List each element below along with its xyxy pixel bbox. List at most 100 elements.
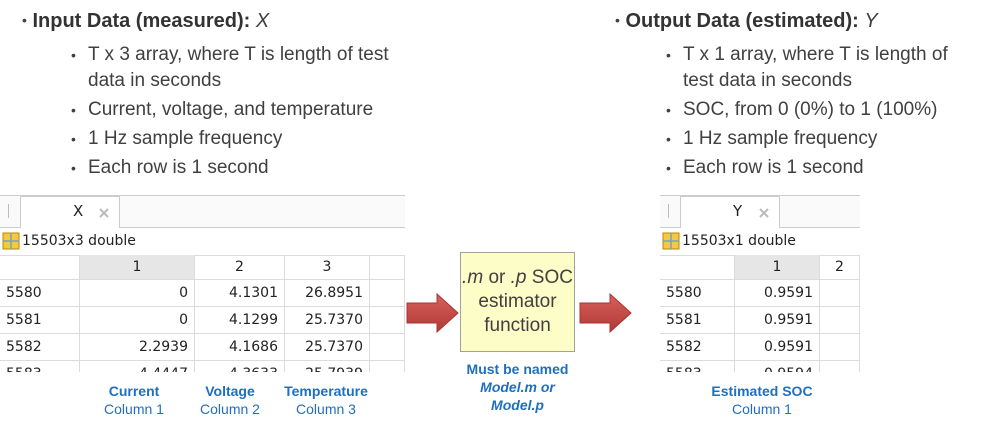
array-summary: 15503x1 double [682, 233, 796, 249]
cell [820, 280, 860, 307]
variable: Y [864, 10, 878, 32]
column-header: 3 [285, 255, 370, 280]
cell-value: 0 [80, 307, 195, 334]
note-line: Model.p [491, 397, 544, 413]
note-line: Must be named [466, 361, 569, 377]
tab-label: Y [733, 202, 743, 220]
cell-value: 0.9591 [735, 280, 820, 307]
caption-column: Column 1 [732, 401, 792, 417]
heading-text: Input Data (measured): [32, 10, 251, 32]
extension: .p [510, 267, 527, 288]
grip [8, 204, 9, 218]
bullet-text: SOC, from 0 (0%) to 1 (100%) [683, 99, 938, 120]
cell-value: 4.1686 [195, 334, 285, 361]
heading-text: Output Data (estimated): [625, 10, 859, 32]
note-line: Model.m or [480, 379, 555, 395]
bullet-text: Each row is 1 second [683, 157, 864, 178]
bullet-text: T x 3 array, where T is length of test d… [88, 44, 389, 91]
cell-value: 25.7939 [285, 361, 370, 372]
tab-label: X [73, 202, 84, 220]
cell [820, 307, 860, 334]
array-icon [662, 232, 680, 250]
caption-column: Column 1 [104, 401, 164, 417]
cell-value: 0.9591 [735, 307, 820, 334]
tab[interactable]: Y [680, 196, 780, 228]
naming-note: Must be named Model.m or Model.p [455, 360, 580, 414]
extension: .m [462, 267, 484, 288]
bullet-dot: • [71, 131, 76, 147]
caption-name: Temperature [284, 383, 368, 399]
cell [370, 334, 405, 361]
cell [820, 361, 860, 372]
bullet-text: 1 Hz sample frequency [683, 128, 878, 149]
cell-value: 2.2939 [80, 334, 195, 361]
grid-top [0, 255, 405, 256]
column-header: 2 [195, 255, 285, 280]
row-label: 5581 [0, 307, 80, 334]
output-heading: • Output Data (estimated): Y [615, 10, 878, 32]
variable-table: Y 15503x1 double 1 2 5580 0.9591 5581 0.9591 558… [660, 195, 860, 372]
row-label: 5580 [0, 280, 80, 307]
bullet-dot: • [71, 47, 76, 63]
caption-column: Column 3 [296, 401, 356, 417]
bullet-item: • 1 Hz sample frequency [71, 126, 408, 152]
array-icon [2, 232, 20, 250]
column-caption: Current Column 1 [74, 382, 194, 418]
cell-value: 0.9591 [735, 334, 820, 361]
caption-name: Current [108, 383, 160, 399]
bullet-item: • SOC, from 0 (0%) to 1 (100%) [666, 97, 963, 123]
cell-value: 25.7370 [285, 334, 370, 361]
cell [370, 361, 405, 372]
bullet-item: • Each row is 1 second [71, 155, 408, 181]
bullet-list: • T x 1 array, where T is length of test … [666, 42, 963, 184]
arrow [406, 292, 459, 334]
bullet-list: • T x 3 array, where T is length of test … [71, 42, 408, 184]
bullet-item: • T x 1 array, where T is length of test … [666, 42, 963, 94]
caption-name: Estimated SOC [711, 383, 813, 399]
cell-value: 0.9594 [735, 361, 820, 372]
row-label: 5582 [0, 334, 80, 361]
column-caption: Voltage Column 2 [170, 382, 290, 418]
row-label: 5583 [660, 361, 735, 372]
cell [370, 280, 405, 307]
column-header: 1 [80, 255, 195, 280]
close-icon [759, 208, 769, 218]
column-header: 1 [735, 255, 820, 280]
bullet-item: • Current, voltage, and temperature [71, 97, 408, 123]
bullet-item: • Each row is 1 second [666, 155, 963, 181]
cell-value: 4.3633 [195, 361, 285, 372]
column-caption: Estimated SOC Column 1 [702, 382, 822, 418]
caption-column: Column 2 [200, 401, 260, 417]
bullet-dot: • [71, 160, 76, 176]
row-label: 5582 [660, 334, 735, 361]
bullet-dot: • [71, 102, 76, 118]
array-summary: 15503x3 double [22, 233, 136, 249]
cell [660, 255, 735, 280]
row-label: 5581 [660, 307, 735, 334]
cell-value: 4.1299 [195, 307, 285, 334]
cell-value: 0 [80, 280, 195, 307]
caption-name: Voltage [205, 383, 255, 399]
box-text: SOC estimator function [478, 267, 573, 336]
cell [820, 334, 860, 361]
bullet-dot: • [666, 160, 671, 176]
close-icon [99, 208, 109, 218]
function-box: .m or .p SOC estimator function [460, 252, 575, 352]
variable: X [255, 10, 270, 32]
bullet-text: T x 1 array, where T is length of test d… [683, 44, 948, 91]
tab[interactable]: X [20, 196, 120, 228]
cell [370, 307, 405, 334]
cell [370, 255, 405, 280]
input-heading: • Input Data (measured): X [22, 10, 270, 32]
cell [0, 255, 80, 280]
cell-value: 4.1301 [195, 280, 285, 307]
arrow [579, 292, 632, 334]
box-text: or [488, 267, 506, 288]
variable-table: X 15503x3 double 1 2 3 5580 0 4.1301 26.8951 5581… [0, 195, 405, 372]
grip [668, 204, 669, 218]
bullet-item: • T x 3 array, where T is length of test … [71, 42, 408, 94]
bullet-text: 1 Hz sample frequency [88, 128, 283, 149]
cell-value: 26.8951 [285, 280, 370, 307]
row-label: 5580 [660, 280, 735, 307]
cell-value: 25.7370 [285, 307, 370, 334]
